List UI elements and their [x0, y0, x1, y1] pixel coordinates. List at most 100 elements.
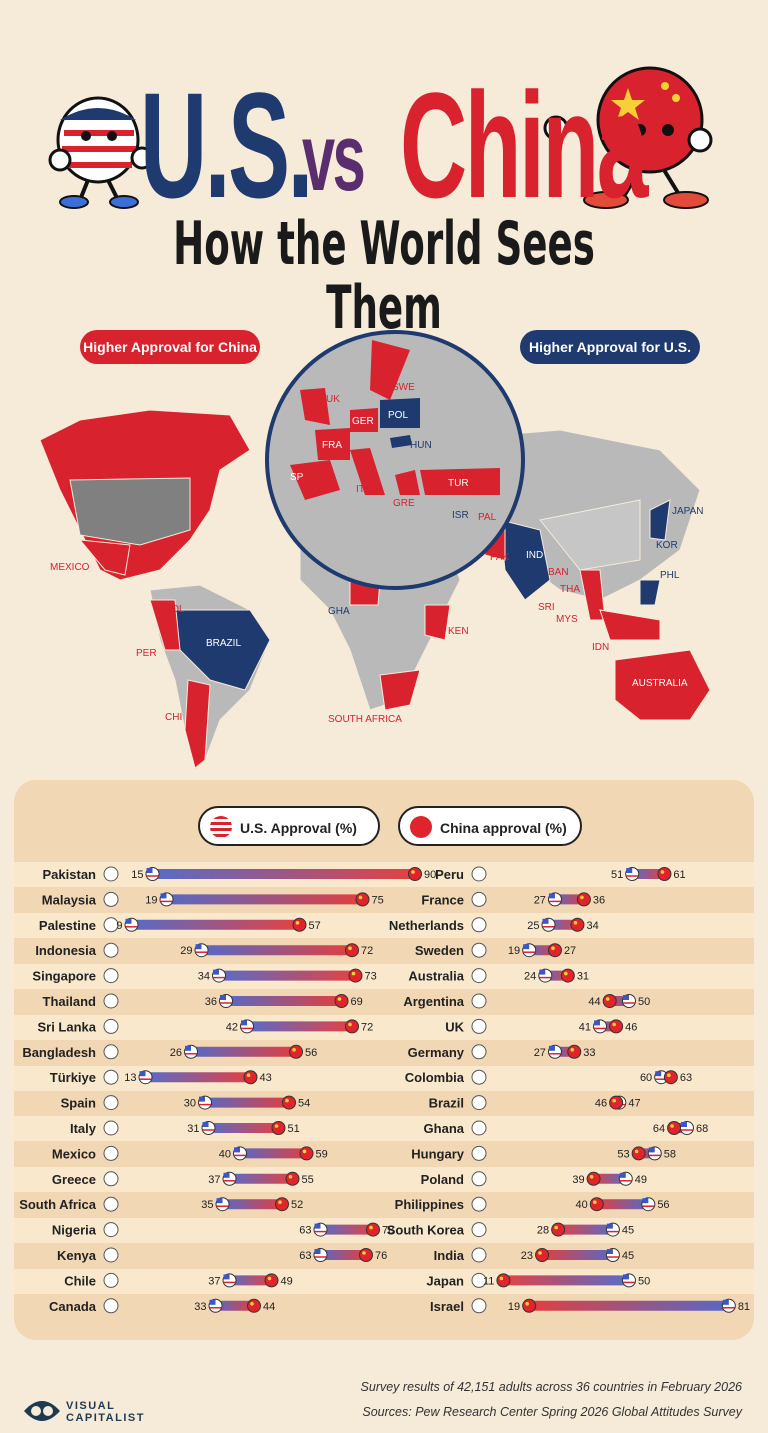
- value-label-low: 64: [653, 1123, 665, 1135]
- value-label-high: 52: [291, 1199, 303, 1211]
- china-flag-marker: [348, 968, 363, 983]
- value-label-low: 25: [527, 920, 539, 932]
- value-label-high: 31: [577, 971, 589, 983]
- china-flag-star: [667, 1073, 671, 1077]
- country-flag-icon: [471, 1069, 487, 1085]
- country-label: Netherlands: [389, 918, 464, 933]
- svg-text:SOUTH AFRICA: SOUTH AFRICA: [328, 714, 402, 725]
- value-label-low: 35: [201, 1199, 213, 1211]
- value-label-low: 34: [198, 971, 210, 983]
- approval-gap-bar: [542, 1250, 613, 1260]
- approval-gap-bar: [205, 1097, 289, 1108]
- china-flag-icon: [410, 816, 432, 838]
- country-flag-icon: [471, 1018, 487, 1034]
- row-band: [14, 887, 754, 913]
- china-higher-label: Higher Approval for China: [80, 330, 260, 364]
- svg-text:TUR: TUR: [448, 478, 469, 489]
- china-flag-star: [612, 1022, 616, 1027]
- value-label-high: 54: [298, 1098, 310, 1110]
- value-label-high: 69: [351, 996, 363, 1008]
- svg-text:IND: IND: [526, 550, 543, 561]
- approval-gap-bar: [247, 1021, 352, 1032]
- row-band: [14, 1014, 754, 1040]
- title-china: China: [400, 61, 648, 229]
- china-flag-marker: [551, 1222, 566, 1237]
- svg-text:ISR: ISR: [452, 510, 469, 521]
- country-label: Mexico: [52, 1146, 96, 1161]
- value-label-high: 73: [365, 971, 377, 983]
- svg-text:PER: PER: [136, 648, 157, 659]
- china-flag-marker: [247, 1298, 261, 1313]
- us-flag-canton: [594, 1020, 601, 1026]
- value-label-low: 26: [170, 1047, 182, 1059]
- china-flag-star: [348, 946, 352, 950]
- country-label: South Korea: [387, 1223, 465, 1238]
- china-mascot-icon: [543, 66, 713, 209]
- value-label-low: 37: [208, 1275, 220, 1287]
- country-label: Italy: [70, 1121, 97, 1136]
- china-flag-marker: [366, 1222, 380, 1237]
- value-label-high: 68: [696, 1123, 708, 1135]
- value-label-high: 56: [657, 1199, 669, 1211]
- china-flag-marker: [560, 968, 575, 983]
- country-flag-icon: [471, 993, 487, 1009]
- approval-gap-bar: [152, 869, 415, 879]
- row-band: [14, 1040, 754, 1066]
- value-label-low: 15: [131, 869, 143, 881]
- country-flag-icon: [471, 1095, 487, 1111]
- china-flag-star: [267, 1276, 272, 1281]
- svg-text:THA: THA: [560, 584, 580, 595]
- china-flag-marker: [663, 1070, 678, 1085]
- svg-text:SP: SP: [290, 472, 304, 483]
- country-flag-icon: [471, 1196, 487, 1212]
- china-flag-star: [348, 1022, 352, 1027]
- svg-text:JAPAN: JAPAN: [672, 506, 704, 517]
- svg-text:KOR: KOR: [656, 540, 678, 551]
- value-label-high: 72: [361, 945, 373, 957]
- china-flag-star: [288, 1175, 293, 1179]
- row-band: [14, 963, 754, 989]
- china-flag-star: [612, 1098, 616, 1103]
- value-label-high: 59: [316, 1148, 328, 1160]
- header: U.S. vs China How the World Sees Them: [0, 0, 768, 340]
- value-label-high: 63: [680, 1072, 692, 1084]
- china-flag-star: [278, 1200, 282, 1204]
- country-label: Ghana: [424, 1121, 465, 1136]
- svg-text:BAN: BAN: [548, 567, 569, 578]
- china-flag-marker: [282, 1095, 296, 1110]
- value-label-low: 11: [483, 1275, 494, 1287]
- mascots: [48, 66, 713, 209]
- country-label: Türkiye: [50, 1070, 96, 1085]
- value-label-low: 36: [205, 996, 217, 1008]
- us-flag-canton: [314, 1249, 321, 1254]
- approval-gap-bar: [191, 1046, 296, 1057]
- us-flag-canton: [146, 868, 153, 873]
- us-flag-canton: [223, 1274, 230, 1280]
- country-label: UK: [445, 1019, 464, 1034]
- value-label-high: 44: [263, 1301, 275, 1313]
- china-flag-star: [246, 1073, 251, 1077]
- title-us: U.S.: [140, 61, 313, 229]
- value-label-high: 49: [281, 1275, 293, 1287]
- china-flag-star: [358, 895, 363, 900]
- country-label: Spain: [61, 1096, 96, 1111]
- china-flag-star: [589, 1175, 594, 1179]
- us-mascot-icon: [48, 96, 154, 209]
- country-flag-icon: [103, 1222, 119, 1238]
- value-label-high: 50: [638, 996, 650, 1008]
- country-flag-icon: [103, 1298, 119, 1314]
- country-label: France: [421, 892, 464, 907]
- approval-gap-bar: [208, 1123, 279, 1133]
- china-flag-star: [634, 1149, 639, 1154]
- country-flag-icon: [103, 1145, 119, 1161]
- china-flag-marker: [589, 1197, 604, 1212]
- value-label-low: 60: [640, 1072, 652, 1084]
- svg-text:FRA: FRA: [322, 440, 342, 451]
- value-label-high: 57: [309, 920, 321, 932]
- value-label-high: 61: [673, 869, 685, 881]
- svg-text:MYS: MYS: [556, 614, 578, 625]
- china-flag-star: [302, 1149, 307, 1154]
- value-label-low: 53: [617, 1148, 629, 1160]
- value-label-high: 56: [305, 1047, 317, 1059]
- us-flag-canton: [139, 1071, 146, 1077]
